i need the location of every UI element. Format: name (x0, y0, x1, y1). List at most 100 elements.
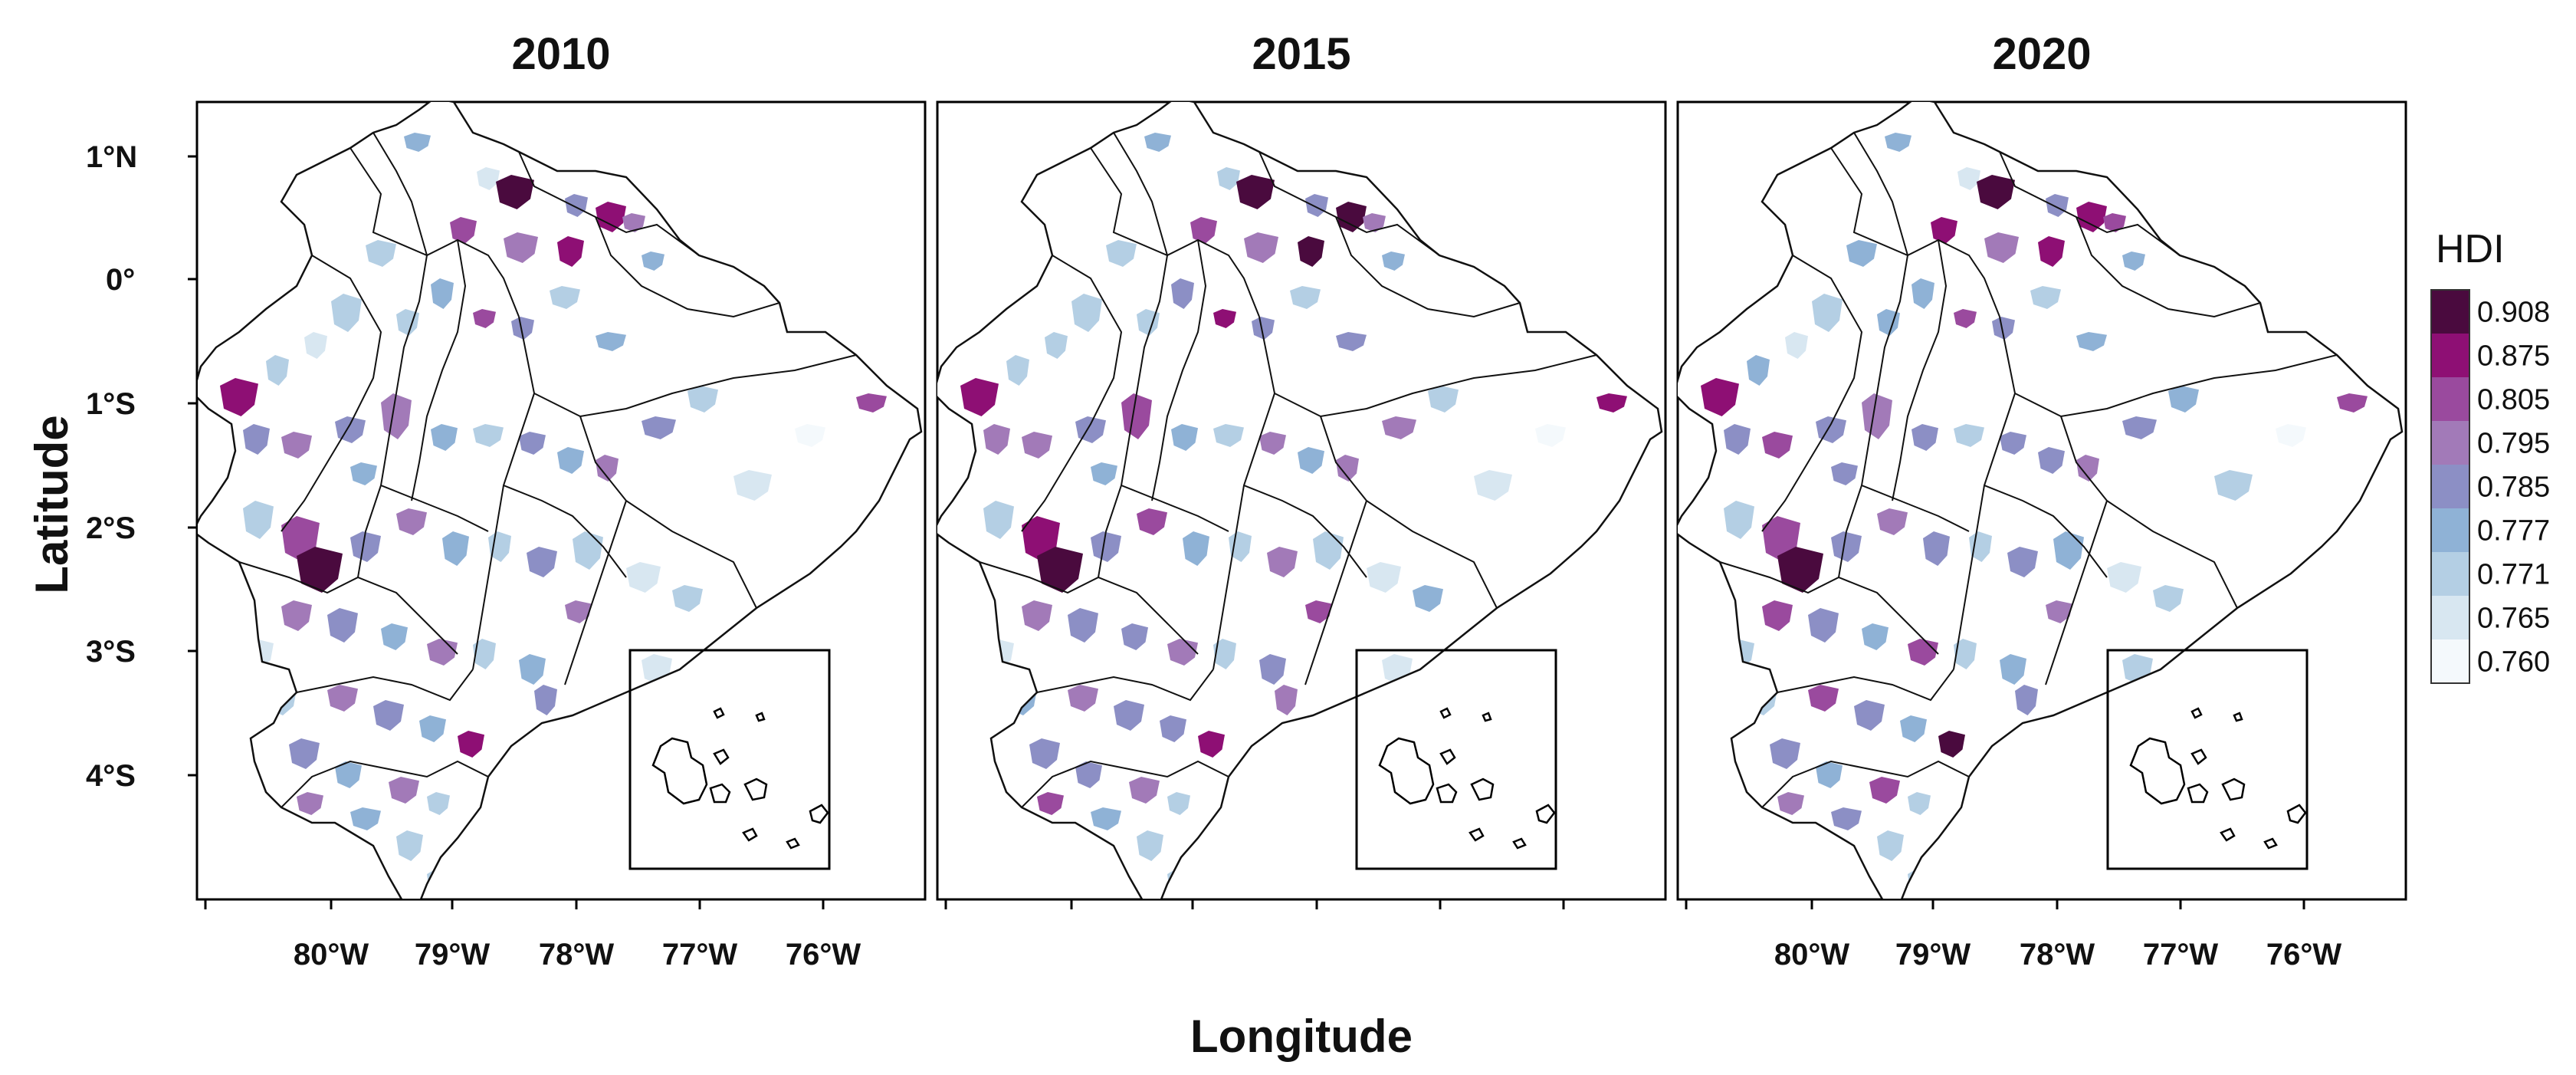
district (1106, 240, 1137, 267)
district (1071, 294, 1102, 332)
district (534, 685, 557, 715)
province-boundary (1320, 416, 1498, 609)
district (1862, 623, 1889, 650)
district (1183, 531, 1209, 566)
district (1305, 600, 1332, 623)
lon-tick-79W-2020: 79°W (1895, 938, 1971, 971)
district (1701, 378, 1739, 416)
district (1900, 715, 1927, 742)
district (381, 393, 412, 439)
galapagos-island (709, 783, 731, 804)
district (983, 424, 1010, 455)
district (2015, 685, 2038, 715)
district (1382, 251, 1405, 271)
district (2214, 470, 2253, 501)
district (1022, 432, 1052, 459)
galapagos-inset-2015 (1355, 649, 1557, 870)
panel-title-2010: 2010 (511, 29, 610, 79)
lon-tick-78W-2020: 78°W (2020, 938, 2095, 971)
district (389, 777, 419, 804)
district (1137, 309, 1160, 336)
district (1474, 470, 1512, 501)
district (1336, 332, 1367, 351)
longitude-axis-2020: 80°W 79°W 78°W 77°W 76°W (1678, 899, 2406, 971)
map-panel-2010 (195, 100, 927, 901)
district (220, 378, 258, 416)
province-boundary (1113, 132, 1168, 256)
galapagos-island (1470, 777, 1495, 801)
district (243, 501, 274, 539)
panel-title-2020: 2020 (1992, 29, 2091, 79)
district (1213, 309, 1236, 328)
province-boundary (281, 760, 489, 808)
province-boundary (380, 485, 489, 532)
district (396, 309, 419, 336)
province-boundary (1953, 393, 2016, 670)
galapagos-island (1378, 737, 1435, 805)
lat-tick-0: 0° (106, 263, 135, 297)
lon-tick-77W-2010: 77°W (662, 938, 737, 971)
galapagos-island (713, 707, 725, 719)
district (427, 792, 450, 815)
district (511, 317, 534, 340)
province-boundary (2060, 416, 2238, 609)
lat-tick-2S: 2°S (86, 511, 136, 545)
legend-title: HDI (2436, 227, 2505, 271)
district (331, 294, 362, 332)
district (527, 547, 557, 577)
country-base (197, 102, 921, 899)
district (1808, 685, 1839, 712)
province-boundary (2076, 216, 2261, 318)
district (2103, 213, 2126, 232)
district (1808, 608, 1839, 643)
galapagos-inset-2010 (628, 649, 831, 870)
galapagos-island (713, 748, 730, 765)
y-axis-title: Latitude (26, 415, 77, 593)
district (856, 393, 887, 413)
district (1236, 175, 1275, 209)
district (396, 830, 423, 861)
district (404, 133, 431, 152)
province-boundary (1213, 393, 1275, 670)
district (2276, 424, 2306, 447)
district (381, 623, 408, 650)
district (1877, 830, 1904, 861)
district (1198, 731, 1225, 758)
district (1831, 531, 1862, 562)
province-boundary (357, 255, 428, 578)
district (1724, 424, 1751, 455)
district (335, 761, 362, 788)
district (1137, 508, 1167, 535)
province-boundary (411, 239, 467, 501)
legend-label: 0.771 (2477, 559, 2550, 591)
district (1336, 455, 1359, 482)
galapagos-island (809, 804, 829, 824)
legend-label: 0.785 (2477, 472, 2550, 504)
district (289, 738, 320, 769)
province-boundary (1021, 760, 1229, 808)
district (1596, 393, 1627, 413)
map-panel-2015 (936, 100, 1667, 901)
galapagos-island (786, 837, 800, 850)
province-boundary (1838, 255, 1908, 578)
galapagos-island (2286, 804, 2307, 824)
galapagos-island (2221, 777, 2246, 801)
legend-swatch (2431, 596, 2469, 639)
district (1977, 175, 2015, 209)
district (442, 531, 469, 566)
district (2107, 562, 2141, 593)
district (1252, 317, 1275, 340)
district (1217, 167, 1240, 190)
district (1877, 309, 1900, 336)
district (1954, 639, 1977, 669)
legend-swatch (2431, 421, 2469, 465)
district (2337, 393, 2368, 413)
district (1957, 167, 1980, 190)
province-boundary (472, 393, 535, 670)
district (473, 424, 504, 447)
district (350, 531, 381, 562)
lat-tick-1N: 1°N (86, 140, 137, 174)
galapagos-island (1512, 837, 1527, 850)
galapagos-island (1468, 827, 1485, 842)
